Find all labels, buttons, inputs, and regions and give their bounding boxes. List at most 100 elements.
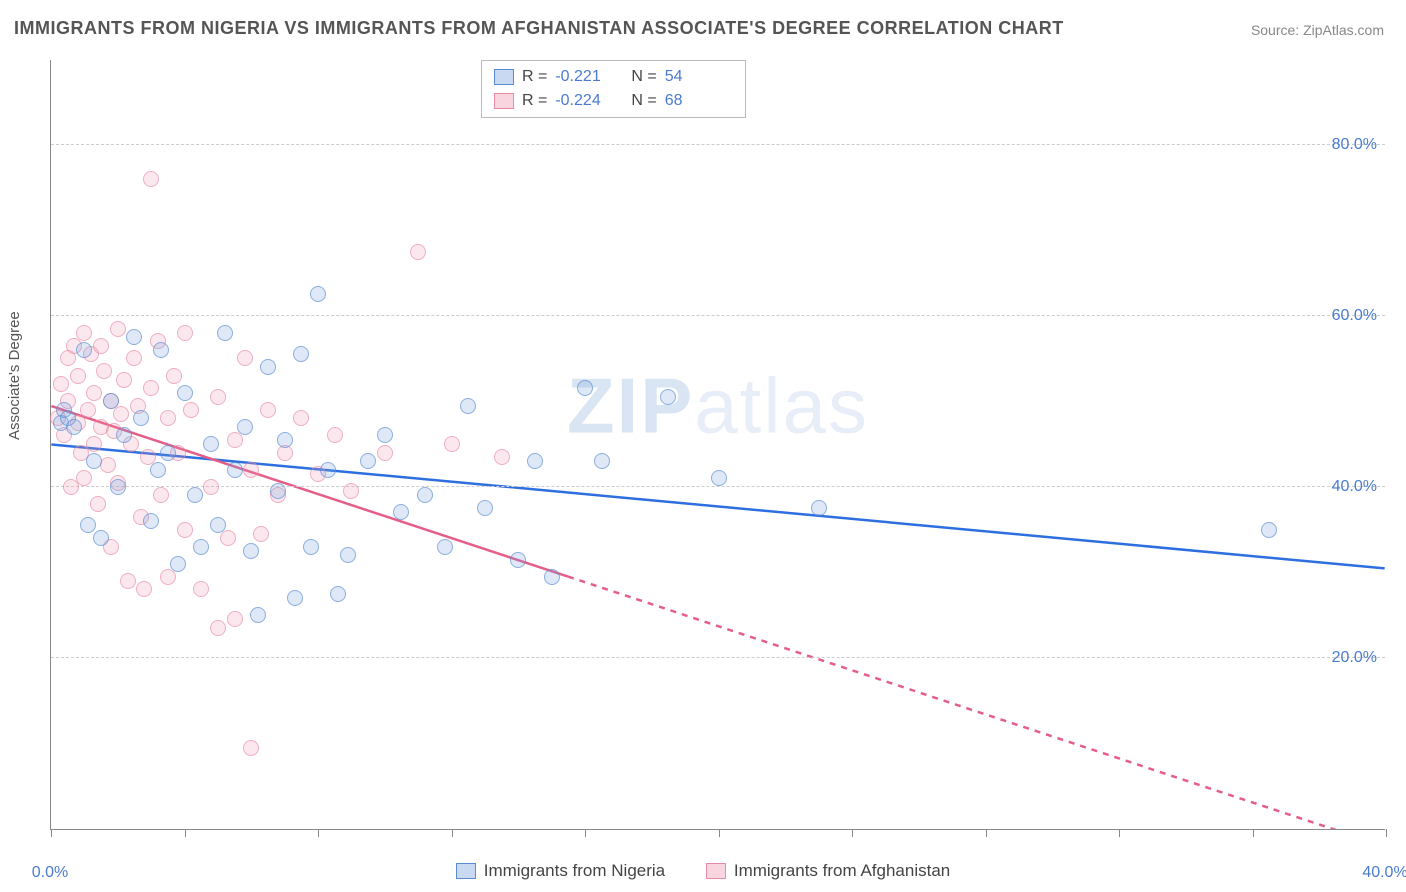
scatter-point-blue	[80, 517, 96, 533]
scatter-point-blue	[310, 286, 326, 302]
r-value: -0.221	[555, 68, 623, 86]
scatter-point-blue	[303, 539, 319, 555]
scatter-point-blue	[377, 427, 393, 443]
scatter-point-blue	[544, 569, 560, 585]
scatter-point-pink	[210, 620, 226, 636]
scatter-point-pink	[220, 530, 236, 546]
scatter-point-blue	[594, 453, 610, 469]
scatter-point-pink	[444, 436, 460, 452]
n-value: 54	[665, 68, 733, 86]
r-value: -0.224	[555, 92, 623, 110]
swatch-pink	[706, 863, 726, 879]
x-tick	[1253, 829, 1254, 837]
scatter-point-blue	[116, 427, 132, 443]
scatter-point-pink	[494, 449, 510, 465]
scatter-point-blue	[210, 517, 226, 533]
scatter-point-blue	[811, 500, 827, 516]
scatter-point-pink	[110, 321, 126, 337]
scatter-point-pink	[80, 402, 96, 418]
swatch-blue	[494, 69, 514, 85]
scatter-point-pink	[53, 376, 69, 392]
legend-label: Immigrants from Nigeria	[484, 861, 665, 881]
scatter-point-pink	[293, 410, 309, 426]
x-tick	[585, 829, 586, 837]
scatter-point-pink	[327, 427, 343, 443]
scatter-point-blue	[1261, 522, 1277, 538]
scatter-point-pink	[70, 368, 86, 384]
n-label: N =	[631, 68, 656, 86]
scatter-point-blue	[393, 504, 409, 520]
scatter-point-pink	[93, 338, 109, 354]
scatter-point-pink	[377, 445, 393, 461]
legend-item-pink: Immigrants from Afghanistan	[706, 861, 950, 881]
scatter-point-blue	[86, 453, 102, 469]
scatter-point-pink	[253, 526, 269, 542]
scatter-point-blue	[477, 500, 493, 516]
scatter-point-blue	[277, 432, 293, 448]
scatter-point-pink	[126, 350, 142, 366]
legend-item-blue: Immigrants from Nigeria	[456, 861, 665, 881]
scatter-point-pink	[166, 368, 182, 384]
scatter-point-blue	[170, 556, 186, 572]
correlation-legend: R = -0.221 N = 54 R = -0.224 N = 68	[481, 60, 746, 118]
scatter-point-pink	[177, 325, 193, 341]
scatter-point-blue	[150, 462, 166, 478]
chart-title: IMMIGRANTS FROM NIGERIA VS IMMIGRANTS FR…	[14, 18, 1064, 39]
scatter-point-blue	[287, 590, 303, 606]
y-tick-label: 60.0%	[1332, 307, 1377, 325]
gridline	[51, 657, 1385, 658]
scatter-point-blue	[330, 586, 346, 602]
scatter-point-blue	[177, 385, 193, 401]
x-axis-min-label: 0.0%	[32, 864, 68, 882]
scatter-point-blue	[510, 552, 526, 568]
x-tick	[986, 829, 987, 837]
scatter-point-blue	[217, 325, 233, 341]
scatter-point-blue	[126, 329, 142, 345]
swatch-pink	[494, 93, 514, 109]
x-tick	[1386, 829, 1387, 837]
scatter-point-pink	[96, 363, 112, 379]
source-label: Source: ZipAtlas.com	[1251, 22, 1384, 38]
scatter-point-blue	[577, 380, 593, 396]
scatter-point-blue	[193, 539, 209, 555]
scatter-point-pink	[90, 496, 106, 512]
y-tick-label: 40.0%	[1332, 478, 1377, 496]
scatter-point-pink	[76, 325, 92, 341]
x-tick	[51, 829, 52, 837]
scatter-point-blue	[110, 479, 126, 495]
n-value: 68	[665, 92, 733, 110]
scatter-point-blue	[527, 453, 543, 469]
scatter-point-blue	[143, 513, 159, 529]
series-legend: Immigrants from Nigeria Immigrants from …	[0, 861, 1406, 884]
x-tick	[1119, 829, 1120, 837]
r-label: R =	[522, 68, 547, 86]
scatter-point-pink	[193, 581, 209, 597]
scatter-point-blue	[260, 359, 276, 375]
y-tick-label: 80.0%	[1332, 136, 1377, 154]
scatter-point-pink	[76, 470, 92, 486]
scatter-point-pink	[136, 581, 152, 597]
scatter-point-pink	[86, 385, 102, 401]
scatter-point-blue	[160, 445, 176, 461]
scatter-point-blue	[237, 419, 253, 435]
scatter-point-pink	[113, 406, 129, 422]
scatter-point-blue	[93, 530, 109, 546]
legend-row-pink: R = -0.224 N = 68	[494, 89, 733, 113]
scatter-point-pink	[227, 611, 243, 627]
scatter-point-blue	[76, 342, 92, 358]
y-tick-label: 20.0%	[1332, 649, 1377, 667]
scatter-point-blue	[153, 342, 169, 358]
scatter-point-pink	[243, 740, 259, 756]
x-axis-max-label: 40.0%	[1362, 864, 1406, 882]
x-tick	[185, 829, 186, 837]
scatter-point-blue	[360, 453, 376, 469]
scatter-point-blue	[417, 487, 433, 503]
legend-label: Immigrants from Afghanistan	[734, 861, 950, 881]
scatter-point-blue	[320, 462, 336, 478]
scatter-point-blue	[437, 539, 453, 555]
scatter-point-blue	[711, 470, 727, 486]
x-tick	[852, 829, 853, 837]
scatter-point-pink	[410, 244, 426, 260]
scatter-point-blue	[187, 487, 203, 503]
x-tick	[719, 829, 720, 837]
